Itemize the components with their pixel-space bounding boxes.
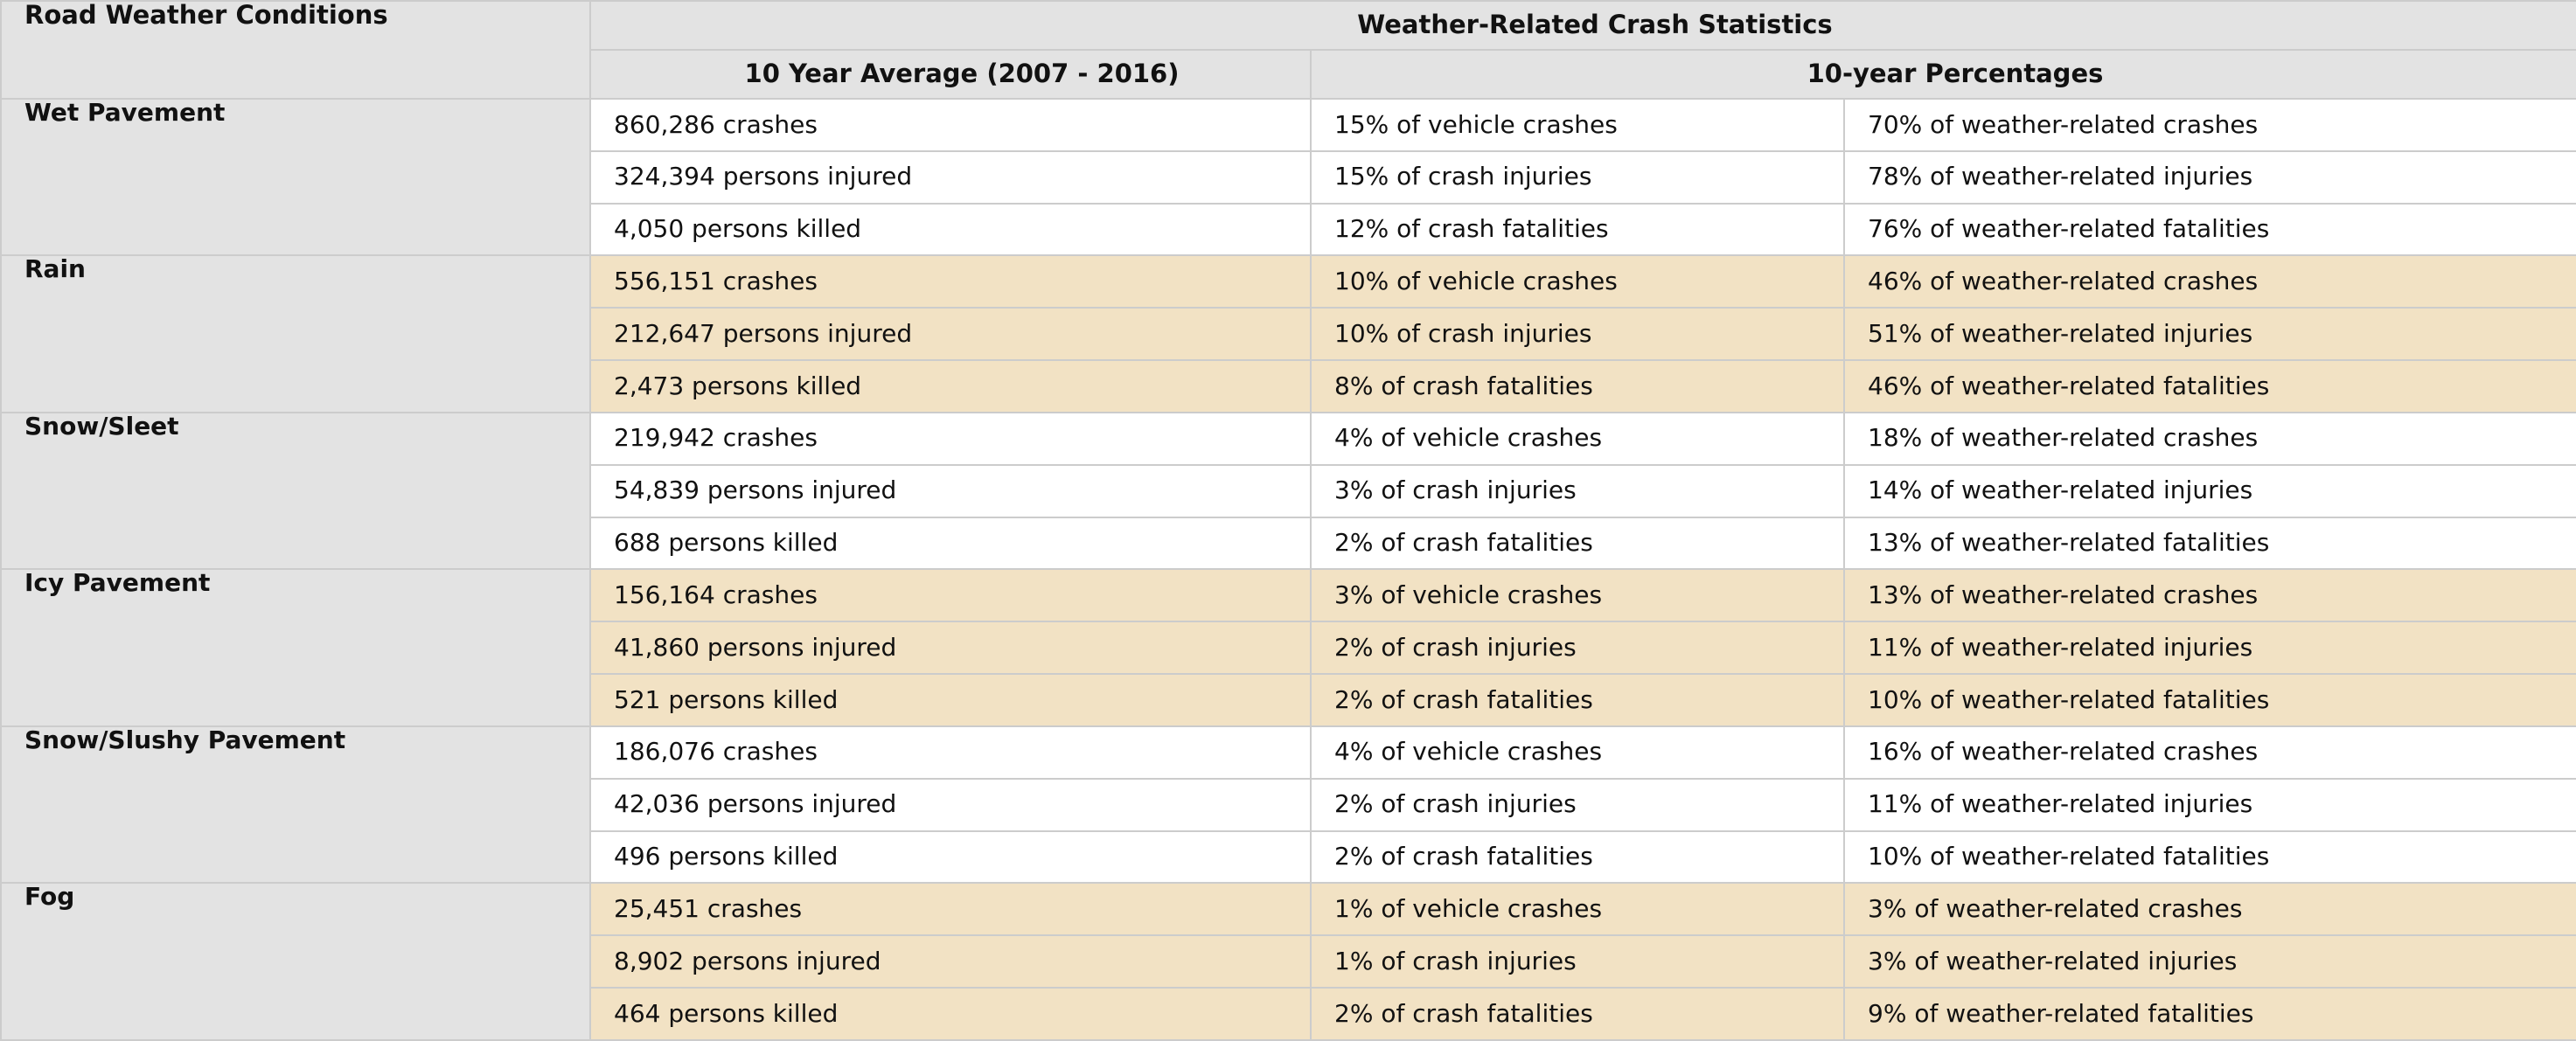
header-crash-statistics: Weather-Related Crash Statistics — [589, 0, 2576, 51]
weather-percentage-cell: 11% of weather-related injuries — [1843, 777, 2576, 832]
weather-percentage-cell: 46% of weather-related fatalities — [1843, 359, 2576, 413]
header-ten-year-average: 10 Year Average (2007 - 2016) — [589, 49, 1312, 100]
weather-percentage-cell: 13% of weather-related crashes — [1843, 568, 2576, 623]
vehicle-percentage-cell: 1% of crash injuries — [1310, 934, 1845, 989]
table-row: 464 persons killed 2% of crash fatalities… — [1, 987, 2576, 1041]
condition-label: Snow/Slushy Pavement — [0, 725, 591, 885]
average-value-cell: 860,286 crashes — [589, 98, 1312, 152]
vehicle-percentage-cell: 2% of crash fatalities — [1310, 829, 1845, 885]
table-body: Wet Pavement 860,286 crashes 15% of vehicl… — [0, 97, 2576, 1041]
table-row: 521 persons killed 2% of crash fatalities… — [1, 673, 2576, 727]
header-road-conditions: Road Weather Conditions — [0, 0, 591, 100]
average-value-cell: 54,839 persons injured — [589, 463, 1312, 518]
table-row: 8,902 persons injured 1% of crash injurie… — [1, 934, 2576, 989]
weather-percentage-cell: 3% of weather-related crashes — [1843, 882, 2576, 937]
vehicle-percentage-cell: 2% of crash fatalities — [1310, 516, 1845, 571]
table-row: 4,050 persons killed 12% of crash fatalit… — [1, 202, 2576, 257]
weather-percentage-cell: 10% of weather-related fatalities — [1843, 829, 2576, 885]
table-row: 496 persons killed 2% of crash fatalities… — [1, 829, 2576, 885]
header-row-sub: 10 Year Average (2007 - 2016) 10-year Pe… — [1, 49, 2576, 100]
vehicle-percentage-cell: 12% of crash fatalities — [1310, 202, 1845, 257]
average-value-cell: 25,451 crashes — [589, 882, 1312, 937]
average-value-cell: 521 persons killed — [589, 673, 1312, 727]
condition-label: Rain — [0, 254, 591, 413]
average-value-cell: 8,902 persons injured — [589, 934, 1312, 989]
weather-percentage-cell: 46% of weather-related crashes — [1843, 254, 2576, 309]
vehicle-percentage-cell: 3% of crash injuries — [1310, 463, 1845, 518]
table-row: Snow/Slushy Pavement 186,076 crashes 4% of… — [0, 725, 2576, 885]
vehicle-percentage-cell: 15% of crash injuries — [1310, 149, 1845, 205]
vehicle-percentage-cell: 2% of crash fatalities — [1310, 987, 1845, 1041]
weather-percentage-cell: 76% of weather-related fatalities — [1843, 202, 2576, 257]
weather-percentage-cell: 70% of weather-related crashes — [1843, 98, 2576, 152]
average-value-cell: 464 persons killed — [589, 987, 1312, 1041]
table-row: Icy Pavement 156,164 crashes 3% of vehicle… — [0, 568, 2576, 727]
vehicle-percentage-cell: 4% of vehicle crashes — [1310, 725, 1845, 780]
table-row: Snow/Sleet 219,942 crashes 4% of vehicle c… — [0, 411, 2576, 571]
weather-percentage-cell: 9% of weather-related fatalities — [1843, 987, 2576, 1041]
header-row-top: Road Weather Conditions Weather-Related … — [0, 0, 2576, 100]
weather-percentage-cell: 10% of weather-related fatalities — [1843, 673, 2576, 727]
vehicle-percentage-cell: 4% of vehicle crashes — [1310, 411, 1845, 466]
vehicle-percentage-cell: 2% of crash fatalities — [1310, 673, 1845, 727]
vehicle-percentage-cell: 2% of crash injuries — [1310, 777, 1845, 832]
condition-label: Wet Pavement — [0, 97, 591, 257]
weather-percentage-cell: 78% of weather-related injuries — [1843, 149, 2576, 205]
table-row: 54,839 persons injured 3% of crash injuri… — [1, 463, 2576, 518]
table-row: 42,036 persons injured 2% of crash injuri… — [1, 777, 2576, 832]
condition-label: Fog — [0, 882, 591, 1041]
table-row: 324,394 persons injured 15% of crash inju… — [1, 149, 2576, 205]
vehicle-percentage-cell: 1% of vehicle crashes — [1310, 882, 1845, 937]
weather-percentage-cell: 11% of weather-related injuries — [1843, 621, 2576, 676]
vehicle-percentage-cell: 3% of vehicle crashes — [1310, 568, 1845, 623]
weather-percentage-cell: 18% of weather-related crashes — [1843, 411, 2576, 466]
condition-label: Snow/Sleet — [0, 411, 591, 571]
weather-percentage-cell: 51% of weather-related injuries — [1843, 307, 2576, 362]
average-value-cell: 156,164 crashes — [589, 568, 1312, 623]
average-value-cell: 688 persons killed — [589, 516, 1312, 571]
weather-percentage-cell: 16% of weather-related crashes — [1843, 725, 2576, 780]
average-value-cell: 219,942 crashes — [589, 411, 1312, 466]
table-row: Rain 556,151 crashes 10% of vehicle crashe… — [0, 254, 2576, 413]
average-value-cell: 2,473 persons killed — [589, 359, 1312, 413]
vehicle-percentage-cell: 10% of vehicle crashes — [1310, 254, 1845, 309]
vehicle-percentage-cell: 15% of vehicle crashes — [1310, 98, 1845, 152]
table-row: 41,860 persons injured 2% of crash injuri… — [1, 621, 2576, 676]
weather-percentage-cell: 3% of weather-related injuries — [1843, 934, 2576, 989]
average-value-cell: 212,647 persons injured — [589, 307, 1312, 362]
weather-percentage-cell: 14% of weather-related injuries — [1843, 463, 2576, 518]
table-row: Wet Pavement 860,286 crashes 15% of vehicl… — [0, 97, 2576, 257]
average-value-cell: 324,394 persons injured — [589, 149, 1312, 205]
average-value-cell: 556,151 crashes — [589, 254, 1312, 309]
average-value-cell: 41,860 persons injured — [589, 621, 1312, 676]
condition-label: Icy Pavement — [0, 568, 591, 727]
table-row: 212,647 persons injured 10% of crash inju… — [1, 307, 2576, 362]
vehicle-percentage-cell: 10% of crash injuries — [1310, 307, 1845, 362]
table-row: Fog 25,451 crashes 1% of vehicle crashes 3%… — [0, 882, 2576, 1041]
header-ten-year-percentages: 10-year Percentages — [1310, 49, 2576, 100]
average-value-cell: 42,036 persons injured — [589, 777, 1312, 832]
average-value-cell: 186,076 crashes — [589, 725, 1312, 780]
average-value-cell: 496 persons killed — [589, 829, 1312, 885]
average-value-cell: 4,050 persons killed — [589, 202, 1312, 257]
table-row: 688 persons killed 2% of crash fatalities… — [1, 516, 2576, 571]
weather-percentage-cell: 13% of weather-related fatalities — [1843, 516, 2576, 571]
vehicle-percentage-cell: 2% of crash injuries — [1310, 621, 1845, 676]
table-header: Road Weather Conditions Weather-Related … — [0, 0, 2576, 100]
vehicle-percentage-cell: 8% of crash fatalities — [1310, 359, 1845, 413]
